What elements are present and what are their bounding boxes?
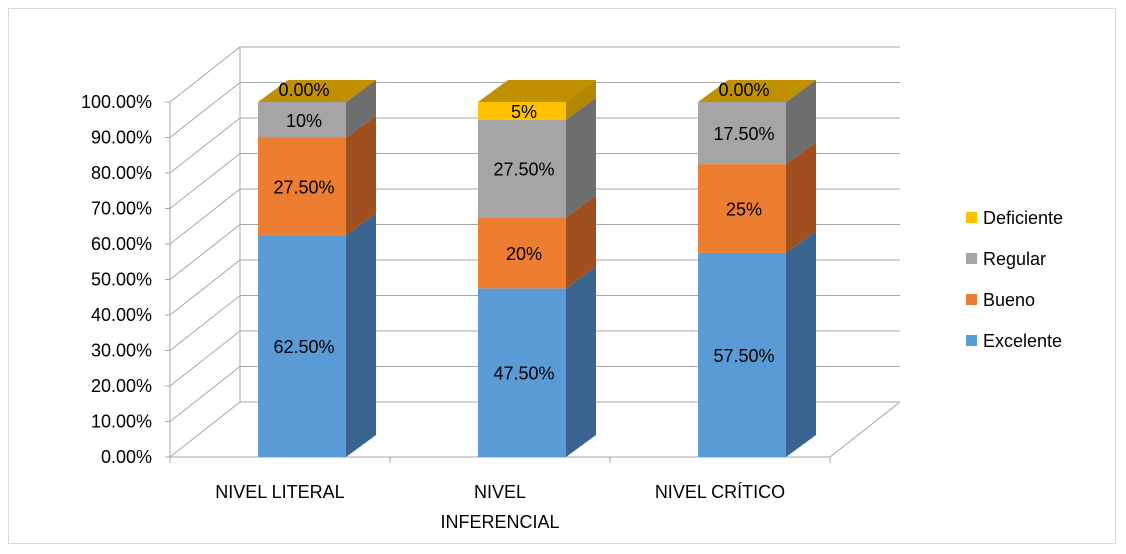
legend-label: Bueno [983,290,1035,310]
data-label: 27.50% [273,177,334,197]
category-label: INFERENCIAL [440,512,559,532]
data-label: 27.50% [493,160,554,180]
bar-stack: 47.50% 20% 27.50% 5% [478,80,596,457]
legend-label: Deficiente [983,208,1063,228]
y-tick-label: 10.00% [91,412,152,432]
legend-swatch [966,253,977,264]
side-wall-gridline [169,259,241,316]
bar-segment-side [566,266,596,457]
data-label: 62.50% [273,337,334,357]
bar-segment-regular [698,102,786,165]
bars: 62.50% 27.50% 10% 0.00% 47.50% 20% 27.50% 5% 57.… [258,80,816,457]
y-tick-label: 40.00% [91,305,152,325]
side-wall-gridline [169,153,241,209]
category-label: NIVEL LITERAL [215,482,344,502]
legend-swatch [966,335,977,346]
bar-segment-excelente [698,252,786,457]
y-tick-label: 30.00% [91,341,152,361]
data-label: 47.50% [493,364,554,384]
bar-top-face [478,80,596,102]
side-wall-gridline [169,82,241,138]
x-axis-labels: NIVEL LITERAL NIVEL INFERENCIAL NIVEL CRÍTI… [215,482,785,532]
side-wall-gridline [169,295,241,351]
bar-segment-deficiente [478,102,566,120]
y-tick-label: 90.00% [91,128,152,148]
bar-segment-excelente [258,235,346,457]
bar-top-face [258,80,376,102]
category-label: NIVEL [474,482,526,502]
legend-swatch [966,212,977,223]
side-wall-gridline [169,366,241,422]
side-wall-gridline [169,46,241,103]
legend-swatch [966,294,977,305]
bar-top-face [698,80,816,102]
y-tick-label: 20.00% [91,376,152,396]
legend-label: Excelente [983,331,1062,351]
bar-segment-side [566,80,596,120]
data-label: 5% [511,102,537,122]
y-tick-label: 50.00% [91,270,152,290]
bar-stack: 62.50% 27.50% 10% 0.00% [258,80,376,457]
bar-stack: 57.50% 25% 17.50% 0.00% [698,80,816,457]
data-label: 20% [506,244,542,264]
legend: Deficiente Regular Bueno Excelente [966,208,1063,351]
data-label: 57.50% [713,346,774,366]
legend-label: Regular [983,249,1046,269]
bar-segment-side [786,142,816,253]
side-wall-gridline [169,188,241,245]
data-label: 17.50% [713,124,774,144]
side-wall-gridline [169,224,241,280]
bar-segment-regular [258,102,346,138]
bar-segment-excelente [478,288,566,457]
y-tick-label: 60.00% [91,234,152,254]
bar-segment-side [786,80,816,165]
category-label: NIVEL CRÍTICO [655,482,785,502]
bar-segment-bueno [698,164,786,253]
bar-segment-regular [478,119,566,218]
bar-segment-side [566,97,596,218]
y-tick-label: 80.00% [91,163,152,183]
side-wall-gridline [169,401,241,458]
data-label: 0.00% [278,80,329,100]
side-wall-gridline [169,330,241,387]
bar-segment-side [346,213,376,457]
bar-segment-side [566,195,596,289]
y-tick-label: 70.00% [91,199,152,219]
bar-segment-bueno [478,217,566,289]
bar-segment-side [346,80,376,138]
y-tick-label: 0.00% [101,447,152,467]
bar-segment-bueno [258,137,346,236]
bar-segment-side [346,115,376,236]
y-tick-label: 100.00% [81,92,152,112]
data-label: 25% [726,200,762,220]
data-label: 10% [286,111,322,131]
data-label: 0.00% [718,80,769,100]
side-wall-gridline [169,117,241,174]
y-axis-labels: 0.00% 10.00% 20.00% 30.00% 40.00% 50.00% 60.00… [81,92,152,467]
bar-segment-side [786,230,816,457]
